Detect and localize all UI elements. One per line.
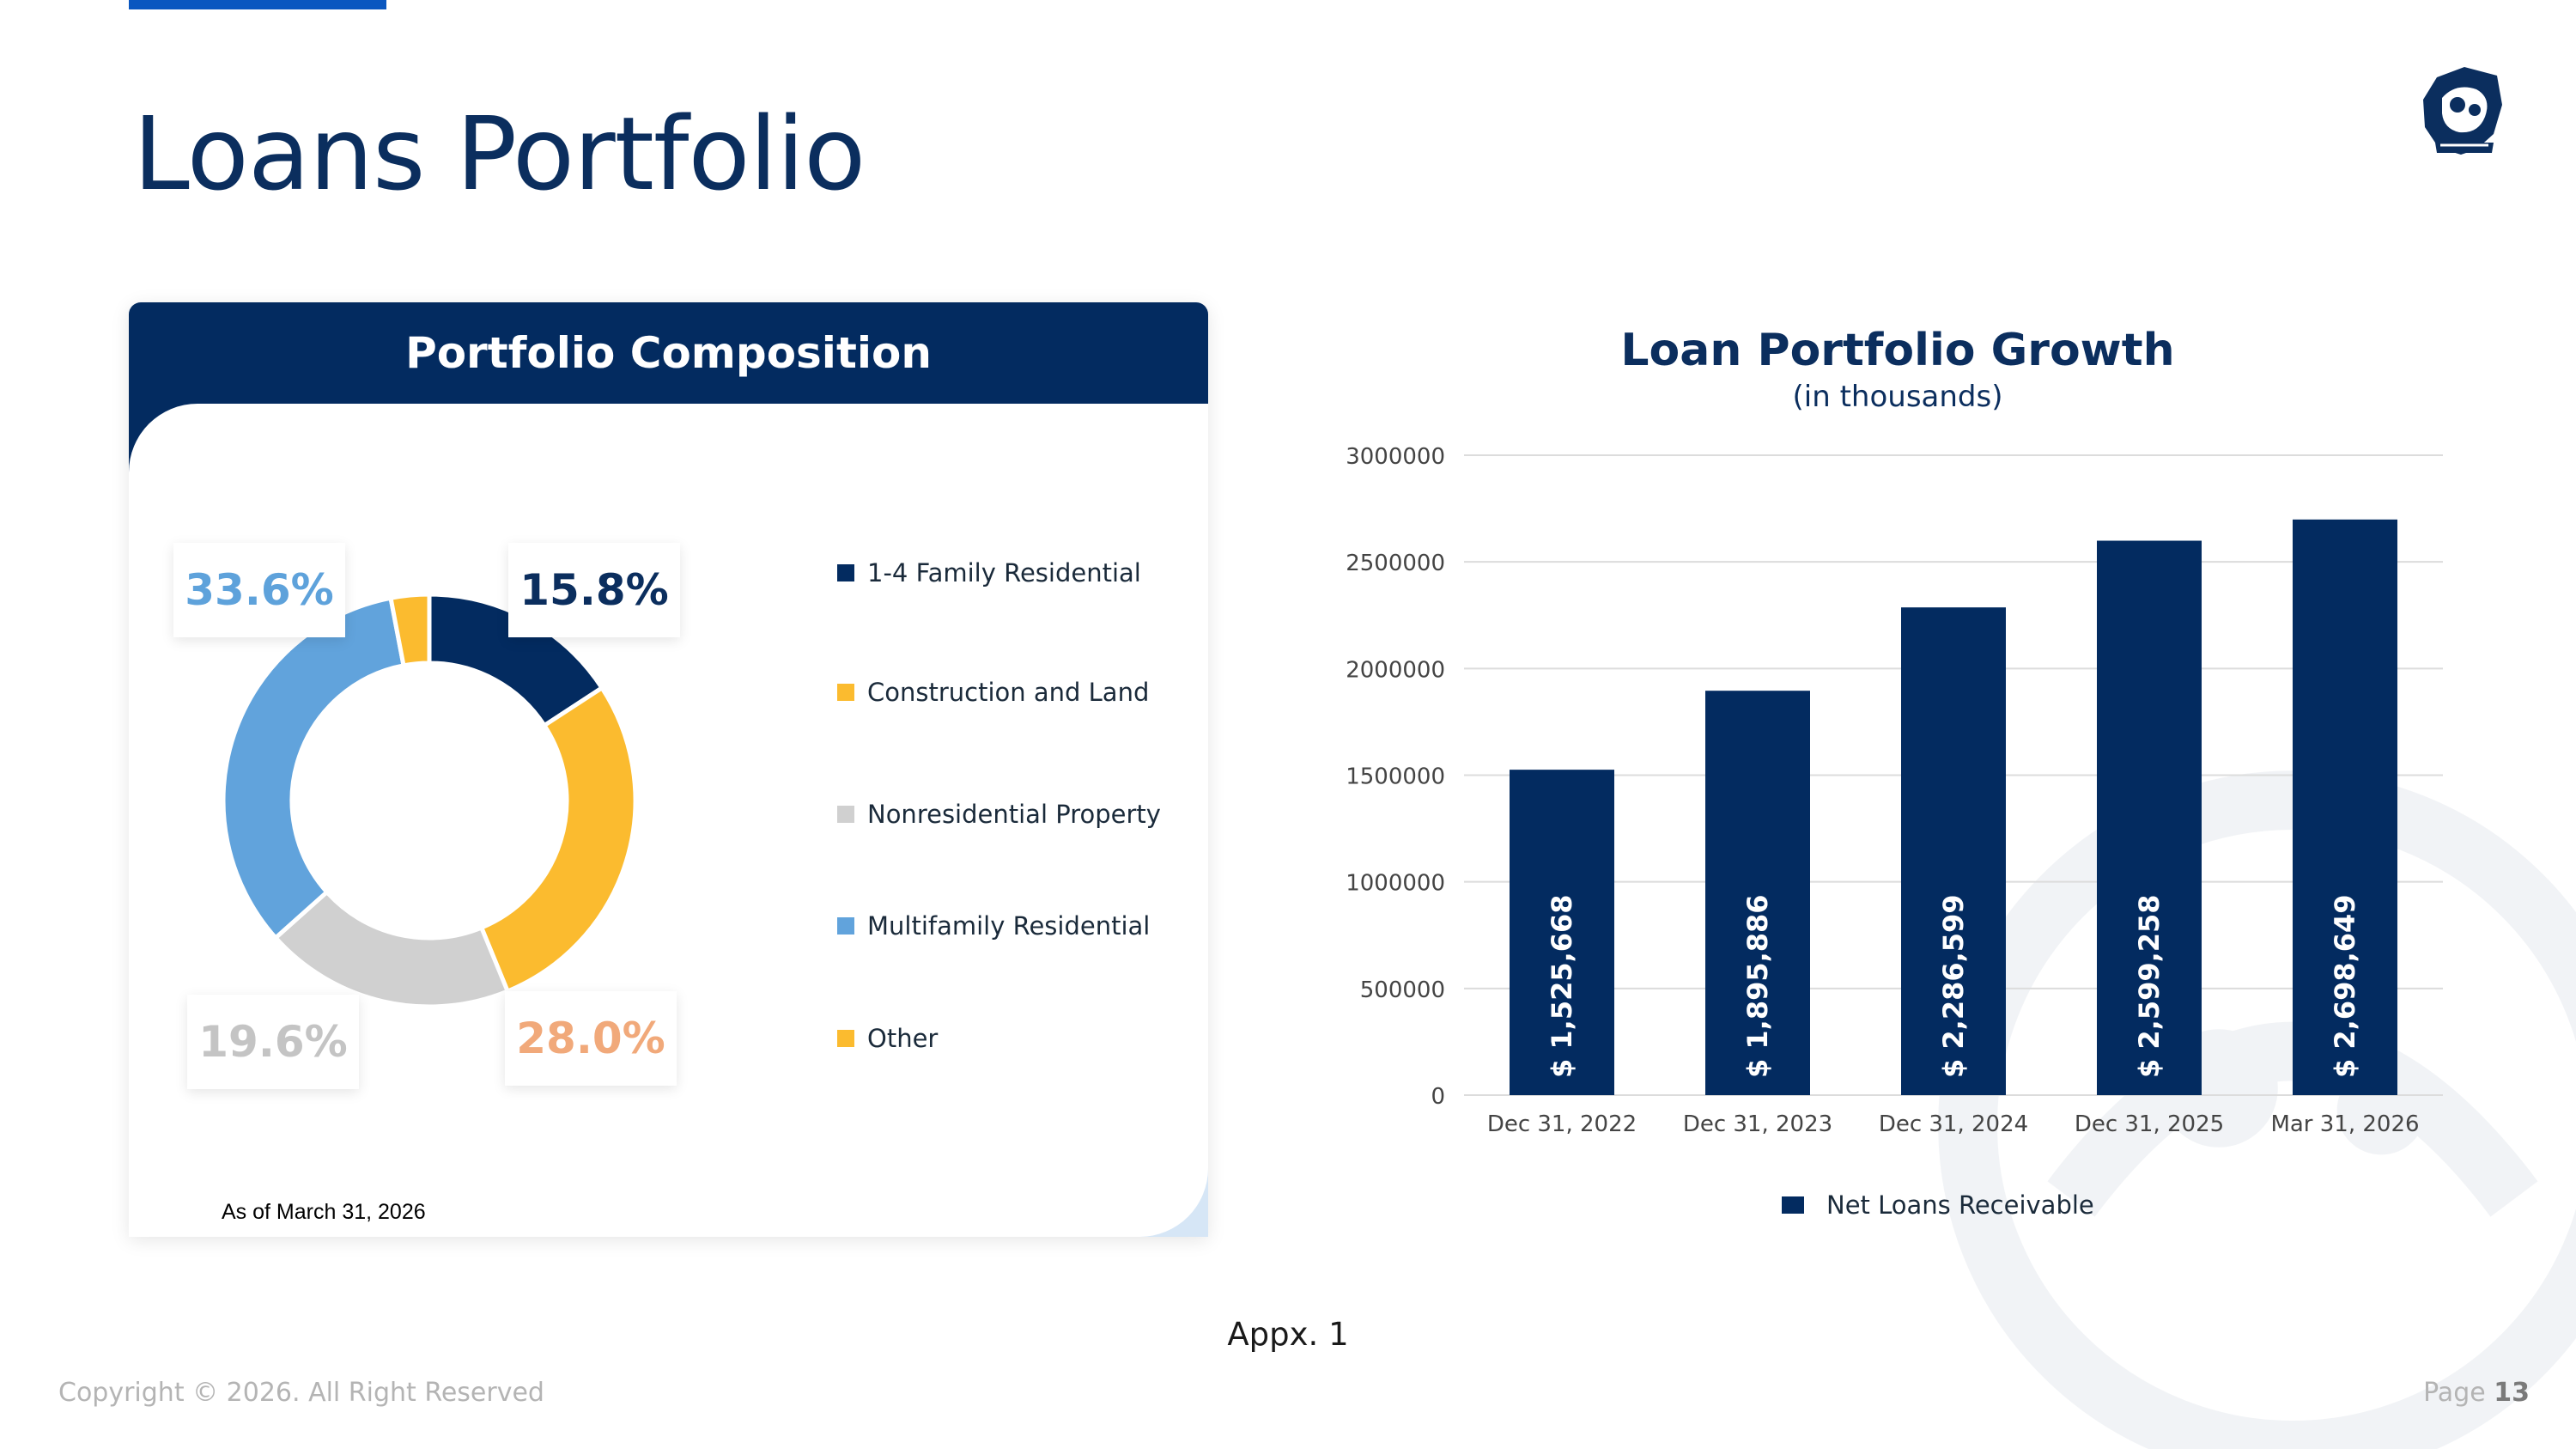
as-of-date: As of March 31, 2026 xyxy=(222,1200,426,1224)
x-tick-label: Dec 31, 2025 xyxy=(2075,1111,2224,1137)
legend-swatch xyxy=(1782,1196,1804,1214)
bar xyxy=(1510,770,1614,1095)
callout-value: 28.0% xyxy=(516,1014,665,1063)
portfolio-donut-chart xyxy=(221,592,638,1009)
growth-chart-subtitle: (in thousands) xyxy=(1792,380,2003,414)
page-number-value: 13 xyxy=(2494,1378,2530,1408)
legend-item-construction: Construction and Land xyxy=(837,678,1149,707)
bar-data-label: $ 1,525,668 xyxy=(1546,894,1578,1078)
legend-label: 1-4 Family Residential xyxy=(867,558,1141,588)
legend-label: Multifamily Residential xyxy=(867,911,1151,941)
donut-slice-other xyxy=(388,592,432,668)
page-label: Page xyxy=(2423,1378,2486,1408)
legend-label: Nonresidential Property xyxy=(867,800,1161,829)
card-title: Portfolio Composition xyxy=(405,328,932,378)
y-tick-label: 1000000 xyxy=(1346,871,1445,897)
x-tick-label: Dec 31, 2023 xyxy=(1683,1111,1832,1137)
appendix-label: Appx. 1 xyxy=(1227,1316,1349,1353)
legend-label: Net Loans Receivable xyxy=(1826,1190,2094,1220)
card-header: Portfolio Composition xyxy=(129,302,1208,404)
legend-swatch xyxy=(837,684,854,701)
legend-label: Construction and Land xyxy=(867,678,1150,707)
bar-data-label: $ 2,599,258 xyxy=(2133,894,2166,1078)
bar-data-label: $ 1,895,886 xyxy=(1741,894,1774,1078)
y-tick-label: 2500000 xyxy=(1346,551,1445,576)
callout-value: 19.6% xyxy=(198,1017,348,1067)
donut-callout-construction: 28.0% xyxy=(505,991,677,1086)
card-body xyxy=(129,404,1208,1237)
legend-swatch xyxy=(837,917,854,935)
legend-item-family-residential: 1-4 Family Residential xyxy=(837,558,1141,588)
top-accent-bar xyxy=(129,0,386,9)
bar xyxy=(1705,691,1810,1095)
legend-swatch xyxy=(837,806,854,823)
x-tick-label: Dec 31, 2024 xyxy=(1879,1111,2028,1137)
legend-item-nonresidential: Nonresidential Property xyxy=(837,800,1161,829)
legend-item-other: Other xyxy=(837,1024,938,1053)
loan-growth-bar-chart: 0 500000 1000000 1500000 2000000 2500000 30000… xyxy=(1346,444,2443,1137)
y-tick-label: 1500000 xyxy=(1346,764,1445,790)
legend-swatch xyxy=(837,1030,854,1047)
bar-data-label: $ 2,698,649 xyxy=(2329,894,2361,1078)
growth-chart-title: Loan Portfolio Growth xyxy=(1620,325,2175,376)
y-tick-label: 500000 xyxy=(1360,977,1445,1003)
company-logo-icon xyxy=(2423,67,2502,155)
y-tick-label: 2000000 xyxy=(1346,657,1445,683)
x-tick-label: Mar 31, 2026 xyxy=(2270,1111,2419,1137)
donut-callout-family-residential: 15.8% xyxy=(508,543,680,637)
donut-callout-multifamily: 33.6% xyxy=(173,543,345,637)
donut-slice-construction xyxy=(478,685,638,995)
y-tick-label: 0 xyxy=(1431,1084,1445,1110)
copyright-text: Copyright © 2026. All Right Reserved xyxy=(58,1378,544,1408)
legend-item-multifamily: Multifamily Residential xyxy=(837,911,1150,941)
callout-value: 33.6% xyxy=(185,565,334,615)
portfolio-composition-card: Portfolio Composition 33.6% 15.8% 19.6% … xyxy=(129,302,1208,1237)
bar xyxy=(2097,540,2202,1095)
bar-data-label: $ 2,286,599 xyxy=(1937,894,1970,1078)
x-tick-label: Dec 31, 2022 xyxy=(1487,1111,1637,1137)
page-title: Loans Portfolio xyxy=(133,94,866,213)
bar xyxy=(1901,607,2006,1095)
y-tick-label: 3000000 xyxy=(1346,444,1445,470)
legend-label: Other xyxy=(867,1024,939,1053)
growth-chart-legend: Net Loans Receivable xyxy=(1782,1190,2094,1220)
bar xyxy=(2293,519,2397,1095)
callout-value: 15.8% xyxy=(519,565,669,615)
donut-slice-multifamily xyxy=(221,595,406,941)
donut-callout-nonresidential: 19.6% xyxy=(187,995,359,1089)
card-body-frame xyxy=(129,404,1208,1237)
legend-swatch xyxy=(837,564,854,581)
page-number: Page 13 xyxy=(2423,1378,2530,1408)
